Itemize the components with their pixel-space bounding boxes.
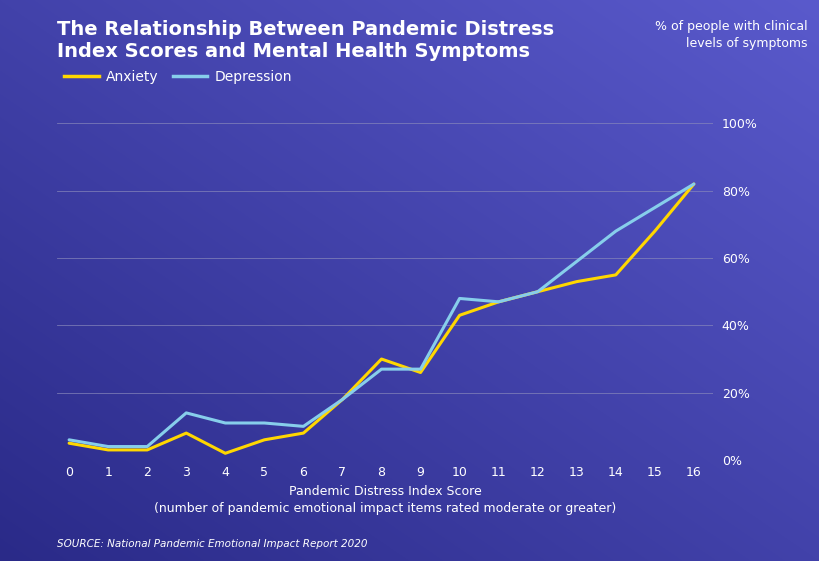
Text: % of people with clinical
levels of symptoms: % of people with clinical levels of symp… (654, 20, 807, 49)
Text: SOURCE: National Pandemic Emotional Impact Report 2020: SOURCE: National Pandemic Emotional Impa… (57, 539, 368, 549)
Text: The Relationship Between Pandemic Distress
Index Scores and Mental Health Sympto: The Relationship Between Pandemic Distre… (57, 20, 554, 61)
Legend: Anxiety, Depression: Anxiety, Depression (64, 70, 292, 84)
Text: Pandemic Distress Index Score
(number of pandemic emotional impact items rated m: Pandemic Distress Index Score (number of… (154, 485, 616, 515)
